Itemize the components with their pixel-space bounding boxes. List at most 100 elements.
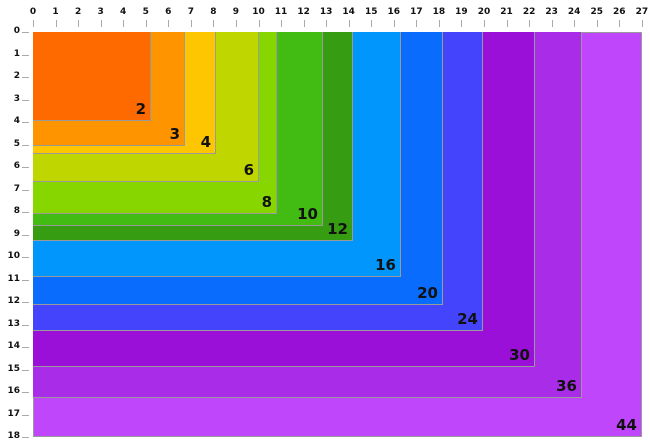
- x-tick-label: 9: [232, 7, 240, 17]
- y-tick-label: 14: [7, 341, 20, 351]
- x-tick-label: 23: [545, 7, 558, 17]
- y-tick-mark: [22, 212, 29, 213]
- x-tick-mark: [552, 20, 553, 27]
- x-tick-mark: [168, 20, 169, 27]
- y-tick-mark: [22, 325, 29, 326]
- y-tick-mark: [22, 437, 29, 438]
- x-tick-mark: [191, 20, 192, 27]
- x-tick-mark: [619, 20, 620, 27]
- x-tick-label: 21: [500, 7, 513, 17]
- x-tick-mark: [146, 20, 147, 27]
- x-tick-mark: [213, 20, 214, 27]
- y-tick-mark: [22, 77, 29, 78]
- y-tick-mark: [22, 100, 29, 101]
- x-tick-label: 4: [120, 7, 127, 17]
- y-tick-label: 10: [7, 251, 20, 261]
- x-tick-label: 2: [74, 7, 82, 17]
- x-tick-mark: [304, 20, 305, 27]
- rectangle-label: 12: [327, 220, 348, 238]
- rectangle-label: 20: [417, 284, 438, 302]
- y-tick-mark: [22, 32, 29, 33]
- x-tick-label: 18: [432, 7, 446, 17]
- x-tick-label: 11: [274, 7, 288, 17]
- x-tick-mark: [259, 20, 260, 27]
- x-tick-label: 13: [319, 7, 333, 17]
- x-tick-label: 14: [342, 7, 355, 17]
- y-tick-mark: [22, 302, 29, 303]
- x-tick-mark: [574, 20, 575, 27]
- y-tick-label: 8: [13, 206, 20, 216]
- y-tick-label: 1: [13, 48, 20, 59]
- rectangle-label: 44: [616, 416, 637, 434]
- x-tick-mark: [439, 20, 440, 27]
- x-tick-mark: [529, 20, 530, 27]
- x-tick-mark: [33, 20, 34, 27]
- y-tick-mark: [22, 257, 29, 258]
- y-tick-label: 18: [7, 431, 20, 441]
- x-tick-mark: [281, 20, 282, 27]
- x-tick-mark: [642, 20, 643, 27]
- x-tick-mark: [123, 20, 124, 27]
- x-tick-label: 5: [142, 7, 149, 17]
- x-tick-label: 10: [252, 7, 265, 17]
- x-tick-label: 8: [210, 7, 217, 17]
- y-tick-label: 6: [13, 161, 20, 171]
- rectangle-label: 36: [556, 377, 577, 395]
- x-tick-label: 22: [522, 7, 536, 17]
- x-tick-label: 16: [387, 7, 401, 17]
- x-tick-label: 3: [97, 7, 104, 17]
- x-tick-label: 19: [455, 7, 468, 17]
- x-tick-mark: [461, 20, 462, 27]
- y-tick-label: 11: [7, 273, 20, 284]
- y-tick-label: 3: [13, 93, 20, 104]
- y-tick-mark: [22, 190, 29, 191]
- x-tick-mark: [349, 20, 350, 27]
- y-tick-label: 15: [7, 363, 20, 374]
- x-tick-mark: [394, 20, 395, 27]
- x-tick-label: 0: [29, 7, 37, 17]
- x-tick-label: 7: [187, 7, 194, 17]
- x-tick-label: 17: [410, 7, 423, 17]
- y-tick-mark: [22, 392, 29, 393]
- y-tick-mark: [22, 415, 29, 416]
- x-tick-label: 20: [477, 7, 491, 17]
- x-tick-mark: [326, 20, 327, 27]
- x-tick-mark: [597, 20, 598, 27]
- x-tick-mark: [484, 20, 485, 27]
- rectangle-2: 2: [33, 32, 151, 121]
- x-tick-mark: [236, 20, 237, 27]
- y-tick-mark: [22, 280, 29, 281]
- x-tick-mark: [56, 20, 57, 27]
- rectangle-label: 24: [457, 310, 478, 328]
- x-tick-label: 6: [165, 7, 172, 17]
- x-tick-mark: [507, 20, 508, 27]
- y-tick-mark: [22, 122, 29, 123]
- y-tick-label: 5: [13, 138, 20, 149]
- y-tick-label: 17: [7, 408, 20, 419]
- x-tick-label: 1: [52, 7, 59, 17]
- x-tick-label: 15: [364, 7, 378, 17]
- rectangle-label: 3: [169, 125, 180, 143]
- y-tick-label: 16: [7, 386, 20, 396]
- rectangle-label: 16: [375, 256, 396, 274]
- x-tick-mark: [371, 20, 372, 27]
- x-tick-mark: [78, 20, 79, 27]
- x-tick-label: 24: [567, 7, 581, 17]
- rectangle-label: 10: [297, 205, 318, 223]
- y-tick-mark: [22, 145, 29, 146]
- x-tick-label: 25: [590, 7, 604, 17]
- x-tick-label: 27: [635, 7, 649, 17]
- rectangle-label: 2: [135, 100, 146, 118]
- x-tick-mark: [101, 20, 102, 27]
- y-tick-label: 12: [7, 296, 20, 306]
- x-tick-mark: [416, 20, 417, 27]
- rectangle-label: 30: [509, 346, 530, 364]
- y-tick-mark: [22, 235, 29, 236]
- rectangle-label: 8: [261, 193, 272, 211]
- x-tick-label: 26: [613, 7, 626, 17]
- y-tick-label: 2: [13, 71, 20, 81]
- y-tick-mark: [22, 370, 29, 371]
- y-tick-label: 7: [13, 183, 20, 194]
- y-tick-label: 9: [13, 228, 20, 239]
- y-tick-mark: [22, 347, 29, 348]
